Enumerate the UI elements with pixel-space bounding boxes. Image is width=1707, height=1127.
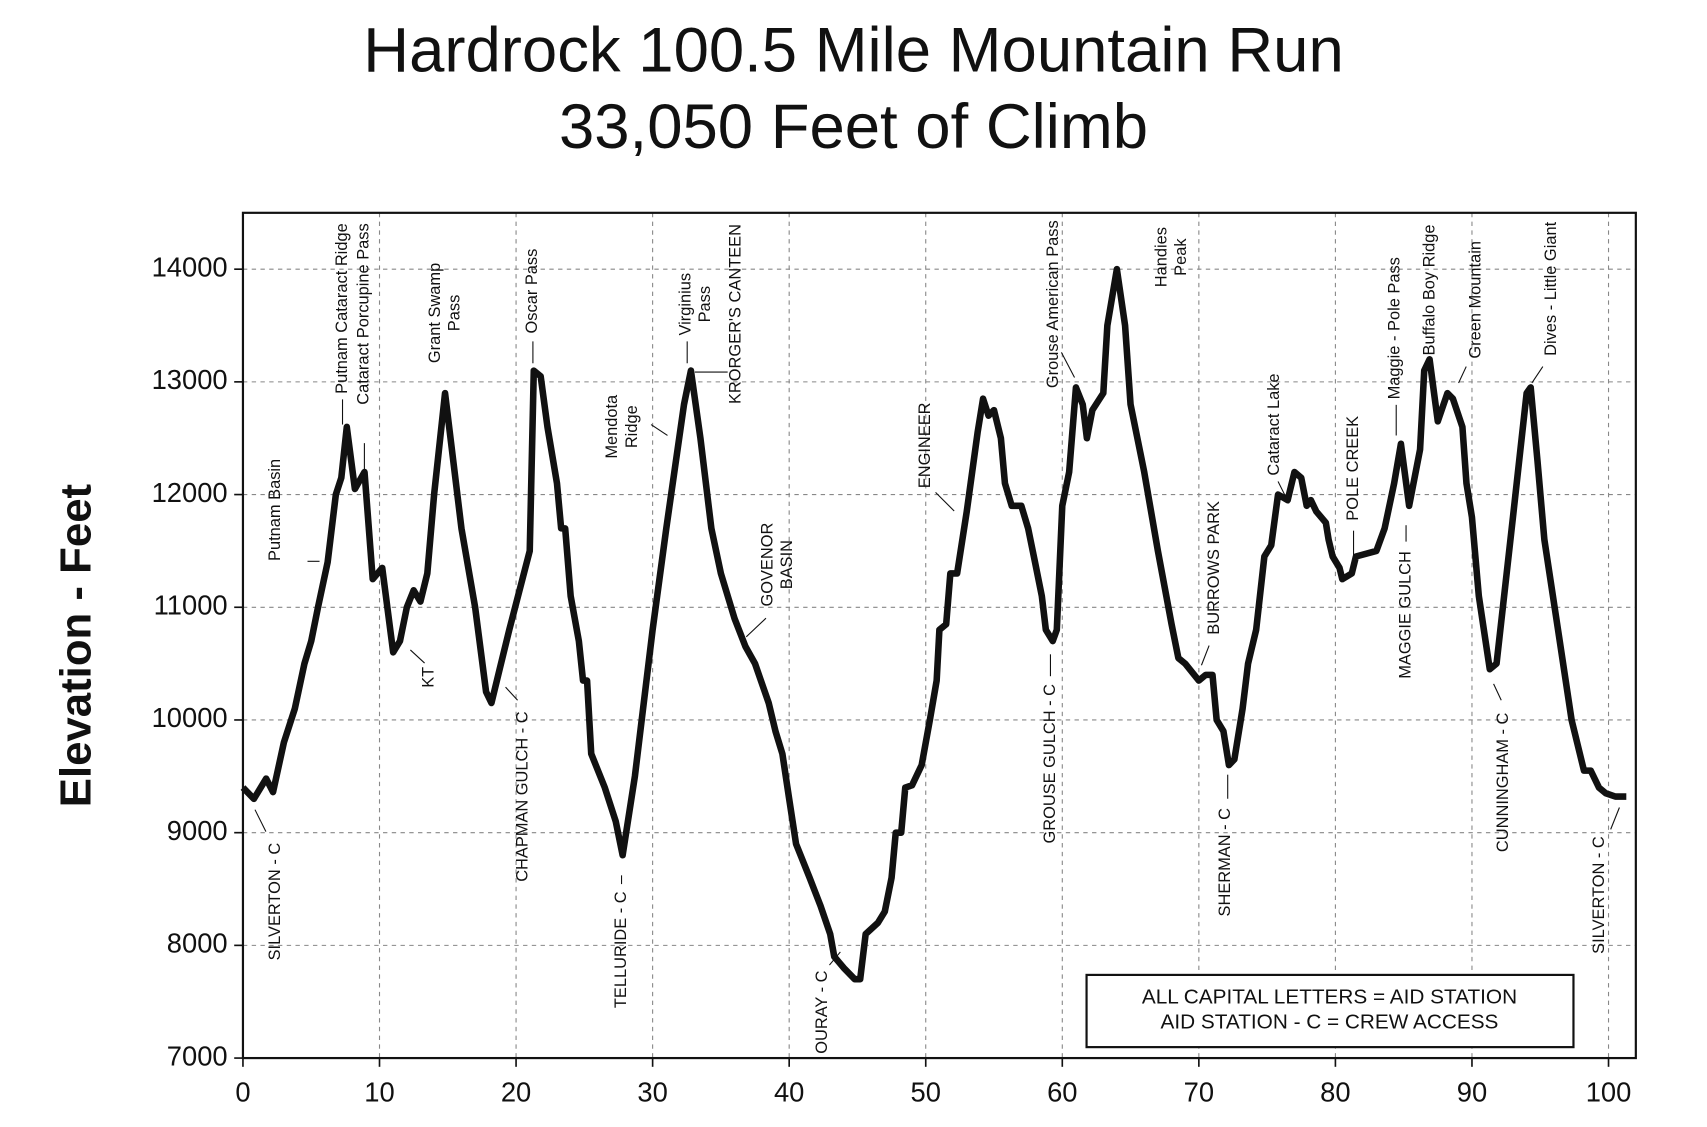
annotation: Dives - Little Giant — [1542, 221, 1560, 355]
x-tick-label: 40 — [774, 1076, 804, 1107]
annotation: Pass — [446, 295, 464, 331]
y-tick-label: 7000 — [167, 1040, 228, 1071]
annotation: Peak — [1172, 238, 1190, 276]
annotation: Putnam Basin — [266, 459, 284, 561]
annotation: KRORGER'S CANTEEN — [727, 224, 745, 404]
x-tick-label: 50 — [911, 1076, 941, 1107]
annotation-leader — [1531, 366, 1544, 384]
x-tick-label: 0 — [235, 1076, 250, 1107]
annotation: Mendota — [603, 394, 621, 459]
annotation: Cataract Porcupine Pass — [355, 223, 373, 404]
y-tick-label: 12000 — [152, 477, 228, 508]
annotation: KT — [419, 667, 437, 688]
annotation: SHERMAN - C — [1216, 808, 1234, 917]
annotation: Oscar Pass — [523, 249, 541, 334]
annotation: GOVENOR — [758, 523, 776, 607]
annotation-leader — [505, 686, 518, 701]
legend-text: ALL CAPITAL LETTERS = AID STATION — [1142, 985, 1517, 1008]
x-tick-label: 80 — [1320, 1076, 1350, 1107]
plot-frame — [241, 211, 1637, 1060]
x-tick-label: 60 — [1047, 1076, 1077, 1107]
annotation: Grouse American Pass — [1044, 220, 1062, 388]
annotation: GROUSE GULCH - C — [1041, 684, 1059, 844]
y-tick-label: 11000 — [154, 589, 228, 620]
y-tick-label: 14000 — [152, 251, 228, 282]
annotation-leader — [1610, 807, 1620, 830]
annotation: Cataract Lake — [1265, 373, 1283, 475]
annotation: CUNNINGHAM - C — [1494, 712, 1512, 852]
x-tick-label: 70 — [1184, 1076, 1214, 1107]
annotation: Buffalo Boy Ridge — [1420, 224, 1438, 355]
annotation-leader — [1458, 366, 1467, 384]
x-tick-label: 30 — [637, 1076, 667, 1107]
annotation: Grant Swamp — [426, 263, 444, 363]
annotation: BASIN — [778, 540, 796, 589]
annotation-leader — [935, 491, 955, 512]
annotation-leader — [1060, 352, 1076, 378]
annotation: MAGGIE GULCH — [1396, 551, 1414, 679]
elevation-line — [240, 265, 1627, 983]
annotation-leader — [650, 424, 668, 436]
annotation: OURAY - C — [813, 970, 831, 1053]
y-tick-label: 9000 — [167, 815, 228, 846]
annotation: TELLURIDE - C — [612, 891, 630, 1008]
annotation-leader — [409, 649, 425, 664]
annotation: Putnam Cataract Ridge — [333, 223, 351, 394]
annotation: SILVERTON - C — [266, 843, 284, 961]
annotation: SILVERTON - C — [1590, 836, 1608, 954]
legend-text: AID STATION - C = CREW ACCESS — [1161, 1011, 1499, 1034]
annotation-leader — [1200, 645, 1210, 666]
y-tick-label: 10000 — [152, 702, 228, 733]
y-axis-label: Elevation - Feet — [51, 483, 100, 807]
annotation: Handies — [1152, 227, 1170, 287]
annotation: Green Mountain — [1466, 241, 1484, 359]
x-tick-label: 90 — [1457, 1076, 1487, 1107]
annotation-leader — [1493, 683, 1502, 701]
annotation: BURROWS PARK — [1205, 501, 1223, 635]
annotation: Pass — [696, 286, 714, 322]
chart-subtitle: 33,050 Feet of Climb — [559, 92, 1148, 162]
legend-box — [1085, 973, 1575, 1049]
annotation: Maggie - Pole Pass — [1385, 257, 1403, 399]
y-tick-label: 13000 — [152, 364, 228, 395]
annotation-leader — [829, 951, 841, 966]
annotation: ENGINEER — [916, 402, 934, 488]
annotation: Virginius — [676, 273, 694, 336]
annotation-leader — [745, 617, 767, 638]
x-tick-label: 100 — [1586, 1076, 1632, 1107]
annotation: Ridge — [623, 405, 641, 448]
annotation: CHAPMAN GULCH - C — [513, 711, 531, 882]
annotation-leader — [254, 809, 267, 832]
annotation-leader — [1277, 481, 1290, 504]
x-tick-label: 10 — [364, 1076, 394, 1107]
annotation: POLE CREEK — [1344, 416, 1362, 521]
chart-title: Hardrock 100.5 Mile Mountain Run — [363, 15, 1344, 85]
x-tick-label: 20 — [501, 1076, 531, 1107]
y-tick-label: 8000 — [167, 928, 228, 959]
